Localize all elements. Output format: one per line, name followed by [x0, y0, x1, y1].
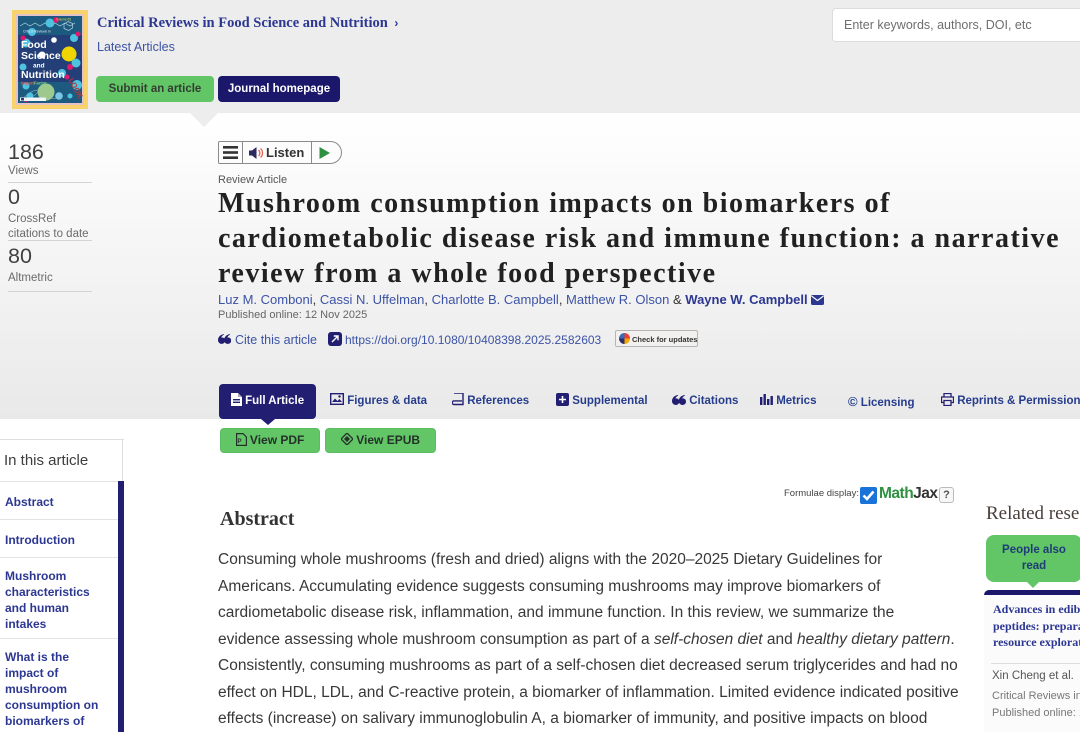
svg-text:Nutrition: Nutrition — [21, 69, 65, 81]
svg-text:Factor: Factor — [34, 81, 47, 86]
svg-text:Impact: Impact — [21, 81, 35, 86]
svg-text:P: P — [237, 439, 241, 445]
svg-text:Critical Reviews in: Critical Reviews in — [23, 30, 51, 34]
svg-text:and: and — [33, 63, 45, 70]
svg-text:Food: Food — [21, 39, 47, 51]
svg-text:Volume 65: Volume 65 — [56, 18, 71, 22]
svg-text:Science: Science — [21, 50, 61, 62]
